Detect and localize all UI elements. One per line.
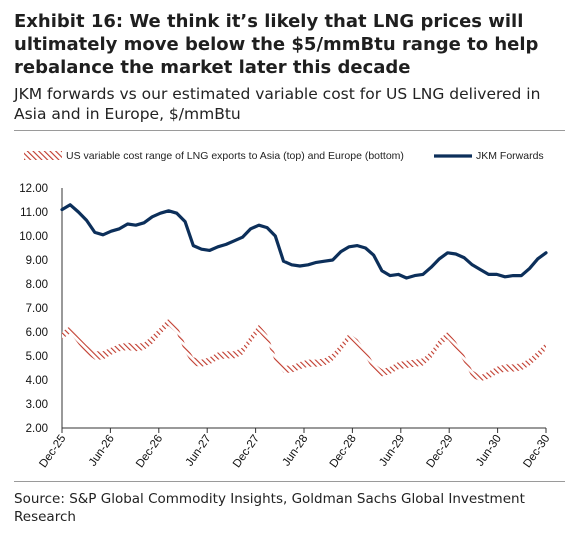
x-tick-label: Dec-29: [425, 433, 456, 470]
source-note: Source: S&P Global Commodity Insights, G…: [14, 491, 525, 525]
x-tick-label: Jun-28: [280, 433, 310, 469]
top-divider: [14, 130, 565, 131]
y-tick-label: 6.00: [26, 327, 48, 339]
x-tick-label: Dec-30: [521, 433, 552, 470]
legend-jkm-label: JKM Forwards: [476, 150, 544, 162]
y-tick-label: 9.00: [26, 255, 48, 267]
chart-title: Exhibit 16: We think it’s likely that LN…: [14, 11, 539, 78]
x-tick-label: Jun-26: [87, 433, 117, 469]
legend-band-label: US variable cost range of LNG exports to…: [66, 150, 404, 162]
y-tick-label: 8.00: [26, 279, 48, 291]
chart-subtitle: JKM forwards vs our estimated variable c…: [14, 85, 541, 123]
y-tick-label: 5.00: [26, 351, 48, 363]
y-tick-label: 10.00: [19, 231, 48, 243]
y-tick-label: 3.00: [26, 399, 48, 411]
lng-price-chart: US variable cost range of LNG exports to…: [19, 150, 552, 470]
x-tick-label: Jun-27: [184, 433, 214, 469]
x-tick-label: Dec-26: [134, 433, 165, 470]
x-tick-label: Jun-30: [474, 433, 504, 469]
y-tick-label: 2.00: [26, 423, 48, 435]
legend: US variable cost range of LNG exports to…: [24, 150, 544, 162]
x-tick-label: Dec-25: [37, 433, 68, 470]
plot-area: [60, 203, 548, 382]
x-tick-label: Jun-29: [377, 433, 407, 469]
y-tick-label: 7.00: [26, 303, 48, 315]
legend-band-swatch: [24, 151, 62, 160]
variable-cost-band: [62, 318, 546, 382]
x-tick-label: Dec-27: [231, 433, 262, 470]
bottom-divider: [14, 481, 565, 482]
y-tick-label: 11.00: [20, 207, 48, 219]
x-tick-label: Dec-28: [328, 433, 359, 470]
y-axis: 12.00 11.00 10.00 9.00 8.00 7.00 6.00 5.00 4.00 3…: [19, 183, 63, 435]
x-axis: Dec-25 Jun-26 Dec-26 Jun-27 Dec-27 Jun-28 Dec-…: [37, 427, 552, 470]
y-tick-label: 12.00: [19, 183, 48, 195]
y-tick-label: 4.00: [26, 375, 48, 387]
jkm-forwards-line: [60, 203, 548, 280]
